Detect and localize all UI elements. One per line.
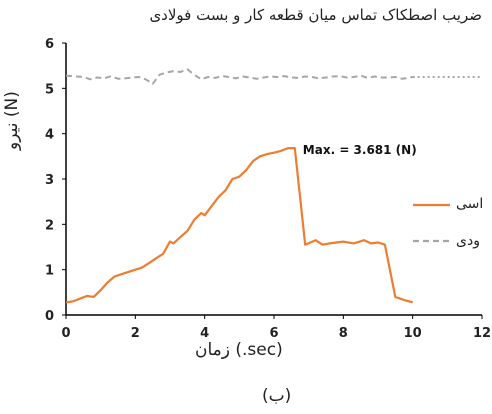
legend-label-normal: ودی xyxy=(456,233,480,249)
x-axis-label: زمان (.sec) xyxy=(195,340,283,360)
legend-lines xyxy=(413,203,450,243)
axes xyxy=(65,43,482,316)
x-tick-label: 8 xyxy=(339,326,348,341)
series-line-1 xyxy=(65,68,413,85)
x-tick-label: 6 xyxy=(269,326,278,341)
max-annotation: Max. = 3.681 (N) xyxy=(303,143,417,157)
x-tick-label: 12 xyxy=(473,326,491,341)
y-tick-label: 5 xyxy=(45,82,54,97)
y-tick-label: 0 xyxy=(45,309,54,324)
x-tick-label: 4 xyxy=(200,326,209,341)
y-tick-label: 4 xyxy=(45,128,54,143)
y-tick-label: 1 xyxy=(45,264,54,279)
chart-title: ضریب اصطکاک تماس میان قطعه کار و بست فول… xyxy=(149,6,482,24)
legend-label-contact: اسی xyxy=(456,196,484,212)
series-layer: Max. = 3.681 (N) xyxy=(65,68,482,304)
y-tick-label: 2 xyxy=(45,218,54,233)
series-line-0 xyxy=(65,147,413,304)
y-tick-label: 6 xyxy=(45,37,54,52)
x-tick-label: 10 xyxy=(404,326,422,341)
y-axis-label: نیرو (N) xyxy=(2,91,22,150)
y-tick-label: 3 xyxy=(45,173,54,188)
x-tick-label: 0 xyxy=(61,326,70,341)
figure-caption: (ب) xyxy=(262,386,292,406)
x-tick-label: 2 xyxy=(131,326,140,341)
